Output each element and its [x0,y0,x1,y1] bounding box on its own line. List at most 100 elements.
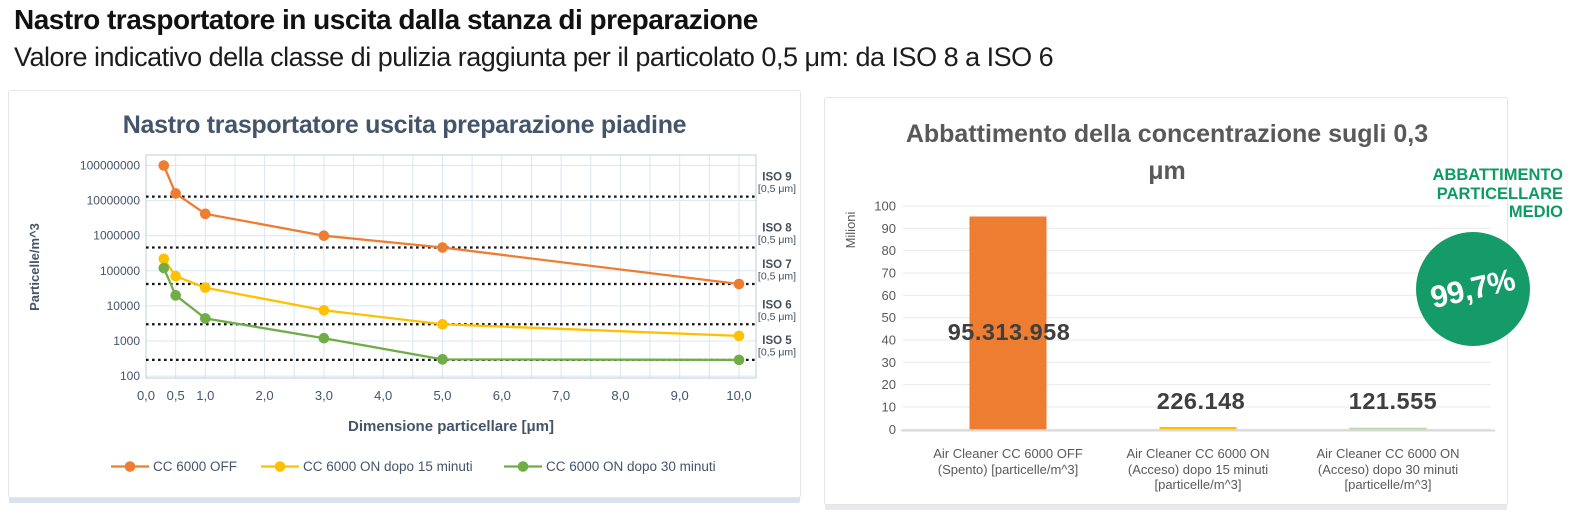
y-tick-label: 50 [882,310,896,325]
data-point [158,253,170,265]
bar-category-label-line: (Acceso) dopo 30 minuti [1317,461,1459,477]
x-tick-label: 10,0 [726,388,751,403]
x-tick-label: 4,0 [374,388,392,403]
x-tick-label: 5,0 [433,388,451,403]
y-tick-label: 100 [874,199,896,214]
data-point [318,230,330,241]
abatement-percentage: 99,7% [1427,261,1519,316]
data-point [170,290,181,301]
data-point [318,304,330,316]
bar-category-label-line: [particelle/m^3] [1344,477,1432,492]
y-tick-label: 10 [882,399,896,414]
data-point [170,188,181,199]
y-tick-label: 70 [882,266,896,281]
legend-label: CC 6000 ON dopo 15 minuti [303,458,473,474]
x-axis-title: Dimensione particellare [μm] [348,418,554,435]
left-chart-title: Nastro trasportatore uscita preparazione… [122,111,687,139]
right-chart-card: Abbattimento della concentrazione sugli … [824,97,1508,505]
bar-category-label-line: [particelle/m^3] [1154,477,1242,492]
x-tick-label: 8,0 [611,388,629,403]
right-chart-title: Abbattimento della concentrazione sugli … [867,116,1467,190]
y-axis-title: Milioni [843,211,858,248]
data-point [733,278,745,290]
data-point [200,208,211,220]
x-tick-label: 3,0 [315,388,333,403]
data-point [200,282,211,294]
y-tick-label: 20 [882,377,896,392]
y-tick-label: 1000000 [93,229,140,243]
x-tick-label: 1,0 [196,388,214,403]
legend-item: CC 6000 ON dopo 30 minuti [504,458,716,474]
abatement-title-line2: PARTICELLARE [1436,184,1563,203]
data-point [437,318,448,330]
data-point [437,354,448,365]
abatement-badge: 99,7% [1416,232,1530,346]
x-tick-label: 6,0 [493,388,511,403]
legend-item: CC 6000 ON dopo 15 minuti [261,458,473,474]
abatement-title: ABBATTIMENTO PARTICELLARE MEDIO [1333,166,1563,222]
plot-border [145,154,757,379]
iso-line-sublabel: [0,5 μm] [758,183,796,195]
bar [1159,426,1237,430]
bar-value-label: 226.148 [1157,388,1245,414]
y-tick-label: 40 [882,332,896,347]
x-tick-label: 9,0 [671,388,689,403]
abatement-title-line1: ABBATTIMENTO [1432,166,1563,184]
bar-value-label: 95.313.958 [948,319,1071,345]
y-tick-label: 0 [889,422,896,437]
abatement-bar-chart: 0 10 20 30 40 50 60 70 80 90 100 95.313.958 226.148 1… [843,199,1495,437]
bar-category-label: Air Cleaner CC 6000 ON (Acceso) dopo 15 m… [1106,446,1290,493]
right-chart-title-line2: μm [1148,157,1186,185]
iso-line-label: ISO 5 [762,335,792,347]
iso-line-label: ISO 7 [762,259,791,271]
bar-value-label: 121.555 [1349,388,1437,414]
data-point [733,330,745,342]
iso-line-sublabel: [0,5 μm] [758,311,796,323]
iso-line-sublabel: [0,5 μm] [758,346,796,358]
bar-category-label: Air Cleaner CC 6000 OFF (Spento) [partice… [916,446,1100,477]
legend-marker-icon [504,460,542,472]
y-tick-label: 10000 [107,299,141,313]
legend-marker-icon [261,460,299,472]
series-line [162,165,740,286]
y-tick-label: 100000000 [80,159,140,173]
page-subtitle: Valore indicativo della classe di pulizi… [14,42,1054,72]
y-tick-label: 100000 [100,264,140,278]
data-point [158,160,170,171]
y-tick-label: 1000 [113,334,140,348]
x-tick-label: 7,0 [552,388,570,403]
bar-category-label: Air Cleaner CC 6000 ON (Acceso) dopo 30 m… [1296,446,1480,493]
data-point [200,313,211,324]
x-tick-label: 0,0 [137,388,155,403]
right-chart-title-line1: Abbattimento della concentrazione sugli … [905,120,1429,148]
bar-category-label-line: (Spento) [particelle/m^3] [937,461,1079,477]
x-axis-line [901,429,1495,432]
legend-item: CC 6000 OFF [111,458,238,474]
series-line [162,267,740,362]
y-tick-label: 10000000 [87,194,141,208]
bar-category-label-line: Air Cleaner CC 6000 ON [1126,446,1270,461]
bar-category-label-line: Air Cleaner CC 6000 ON [1316,446,1460,461]
x-tick-label: 2,0 [256,388,274,403]
legend-label: CC 6000 ON dopo 30 minuti [546,458,716,474]
data-point [158,262,170,274]
data-point [437,242,448,253]
data-point [318,332,330,344]
iso-line-label: ISO 6 [762,299,791,311]
y-tick-label: 30 [882,355,896,370]
bar-category-label-line: Air Cleaner CC 6000 OFF [933,446,1083,461]
legend-label: CC 6000 OFF [153,458,238,474]
bar [1349,427,1427,430]
y-tick-label: 60 [882,288,896,303]
y-tick-label: 100 [120,369,140,383]
iso-line-sublabel: [0,5 μm] [758,234,796,246]
legend-marker-icon [111,460,149,472]
data-point [733,354,745,366]
y-tick-label: 90 [882,221,896,236]
data-point [170,270,181,282]
iso-line-sublabel: [0,5 μm] [758,271,796,283]
left-chart-card: Nastro trasportatore uscita preparazione… [8,90,801,498]
x-tick-label: 0,5 [167,388,185,403]
page-title: Nastro trasportatore in uscita dalla sta… [14,4,758,35]
